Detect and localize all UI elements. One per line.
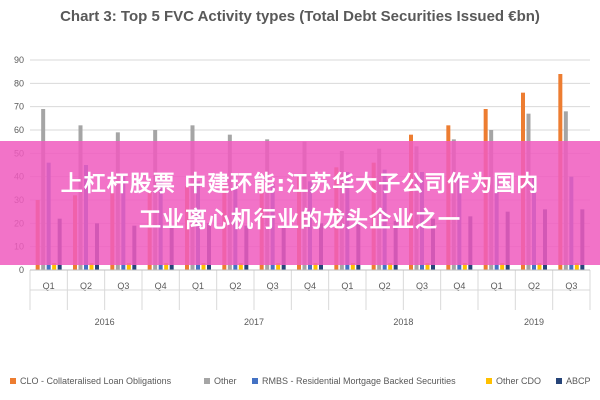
x-tick-label: Q4 [304, 281, 316, 291]
x-group-label: 2018 [393, 317, 413, 327]
legend-item: Other CDO [486, 376, 541, 386]
legend-label: Other [214, 376, 237, 386]
chart-legend: CLO - Collateralised Loan Obligations Oth… [10, 376, 600, 392]
x-group-label: 2016 [95, 317, 115, 327]
banner-line-1: 上杠杆股票 中建环能:江苏华大子公司作为国内 [60, 172, 540, 197]
banner-line-2: 工业离心机行业的龙头企业之一 [138, 208, 461, 233]
x-tick-label: Q3 [117, 281, 129, 291]
legend-item: Other [204, 376, 237, 386]
legend-label: Other CDO [496, 376, 542, 386]
bar [537, 263, 542, 270]
legend-label: RMBS - Residential Mortgage Backed Secur… [262, 376, 456, 386]
bar [89, 263, 94, 270]
bar [201, 263, 206, 270]
bar [276, 263, 281, 270]
bar [164, 263, 169, 270]
legend-swatch [10, 378, 16, 384]
legend-label: CLO - Collateralised Loan Obligations [20, 376, 172, 386]
x-tick-label: Q3 [416, 281, 428, 291]
y-tick-label: 80 [14, 78, 24, 88]
bar [350, 263, 355, 270]
x-tick-label: Q1 [43, 281, 55, 291]
x-tick-label: Q4 [453, 281, 465, 291]
x-group-label: 2019 [524, 317, 544, 327]
x-tick-label: Q2 [229, 281, 241, 291]
y-tick-label: 60 [14, 125, 24, 135]
x-tick-label: Q3 [267, 281, 279, 291]
x-tick-label: Q1 [491, 281, 503, 291]
bar [425, 263, 430, 270]
x-group-label: 2017 [244, 317, 264, 327]
legend-label: ABCP [566, 376, 591, 386]
y-tick-label: 90 [14, 55, 24, 65]
legend-item: RMBS - Residential Mortgage Backed Secur… [252, 376, 456, 386]
legend-item: ABCP [556, 376, 591, 386]
x-tick-label: Q1 [341, 281, 353, 291]
x-tick-label: Q2 [379, 281, 391, 291]
legend-item: CLO - Collateralised Loan Obligations [10, 376, 171, 386]
legend-swatch [486, 378, 492, 384]
x-tick-label: Q4 [155, 281, 167, 291]
bar [462, 263, 467, 270]
legend-swatch [556, 378, 562, 384]
y-tick-label: 0 [19, 265, 24, 275]
legend-swatch [252, 378, 258, 384]
y-tick-label: 70 [14, 102, 24, 112]
bar [52, 263, 57, 270]
legend-swatch [204, 378, 210, 384]
overlay-banner: 上杠杆股票 中建环能:江苏华大子公司作为国内 工业离心机行业的龙头企业之一 [0, 141, 600, 265]
x-tick-label: Q2 [80, 281, 92, 291]
x-tick-label: Q1 [192, 281, 204, 291]
bar [313, 263, 318, 270]
x-tick-label: Q2 [528, 281, 540, 291]
bar [126, 263, 131, 270]
bar [500, 263, 505, 270]
bar [574, 263, 579, 270]
x-tick-label: Q3 [565, 281, 577, 291]
bar [238, 263, 243, 270]
bar [388, 263, 393, 270]
chart-title: Chart 3: Top 5 FVC Activity types (Total… [60, 8, 540, 25]
